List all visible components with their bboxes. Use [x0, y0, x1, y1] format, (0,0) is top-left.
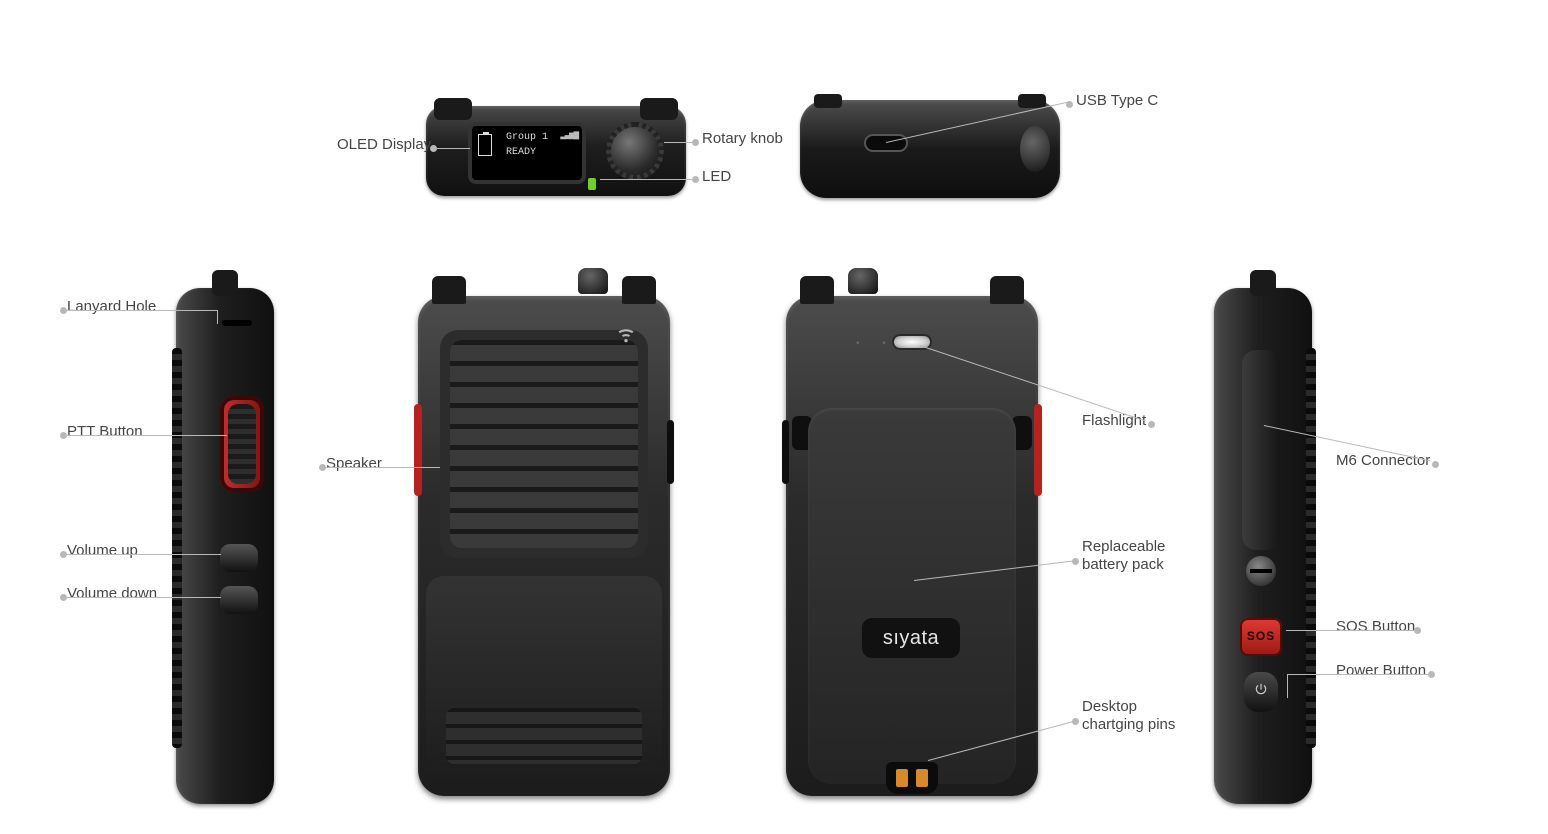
- dot: [60, 432, 67, 439]
- label-sos: SOS Button: [1336, 618, 1415, 635]
- oled-display: ▂▃▅▆ Group 1 READY: [468, 122, 586, 184]
- dot: [1072, 558, 1079, 565]
- label-vol-down: Volume down: [67, 585, 157, 602]
- top-nub: [212, 270, 238, 296]
- lanyard-hole: [222, 320, 252, 326]
- knob-top-profile: [578, 268, 608, 294]
- volume-down-button: [220, 586, 258, 614]
- label-battery: Replaceable battery pack: [1082, 538, 1165, 574]
- device-top-view: ▂▃▅▆ Group 1 READY: [426, 94, 686, 204]
- bottom-plug: [1020, 126, 1050, 172]
- label-flashlight: Flashlight: [1082, 412, 1146, 429]
- dot: [60, 551, 67, 558]
- dot: [1414, 627, 1421, 634]
- top-nub: [1250, 270, 1276, 296]
- label-lanyard: Lanyard Hole: [67, 298, 156, 315]
- lead: [217, 310, 218, 324]
- lead: [326, 467, 440, 468]
- side-bump: [782, 420, 789, 484]
- dot: [319, 464, 326, 471]
- label-ptt: PTT Button: [67, 423, 143, 440]
- oled-line2: READY: [506, 147, 536, 158]
- lead: [1288, 674, 1428, 675]
- m6-connector: [1242, 350, 1280, 550]
- dot: [60, 594, 67, 601]
- side-bump: [667, 420, 674, 484]
- label-rotary: Rotary knob: [702, 130, 783, 147]
- label-vol-up: Volume up: [67, 542, 138, 559]
- lead: [1286, 630, 1414, 631]
- ptt-edge: [1034, 404, 1042, 496]
- label-battery-l1: Replaceable: [1082, 538, 1165, 555]
- battery-icon: [478, 134, 492, 156]
- label-oled: OLED Display: [337, 136, 427, 153]
- sos-button: SOS: [1240, 618, 1282, 656]
- label-power: Power Button: [1336, 662, 1426, 679]
- ptt-button: [220, 396, 264, 492]
- power-icon: [1254, 682, 1268, 696]
- dot: [1428, 671, 1435, 678]
- label-led: LED: [702, 168, 731, 185]
- grip-ridge: [1306, 348, 1316, 748]
- top-nub-left: [432, 276, 466, 304]
- status-led: [588, 178, 596, 190]
- label-usb: USB Type C: [1076, 92, 1158, 109]
- dot: [60, 307, 67, 314]
- label-m6: M6 Connector: [1336, 452, 1430, 469]
- label-speaker: Speaker: [326, 455, 382, 472]
- dot: [1432, 461, 1439, 468]
- power-button: [1244, 672, 1278, 712]
- device-left-side-view: [176, 288, 274, 804]
- brand-text: sıyata: [883, 627, 939, 649]
- device-front-view: [418, 280, 670, 800]
- front-lower-panel: [426, 576, 662, 786]
- lead: [67, 435, 227, 436]
- lead: [67, 554, 221, 555]
- mic-dots: • •: [856, 338, 896, 349]
- lead: [600, 179, 692, 180]
- grip-ridge: [172, 348, 182, 748]
- lead: [664, 142, 692, 143]
- connector-screw: [1246, 556, 1276, 586]
- lead: [67, 310, 217, 311]
- dot: [692, 176, 699, 183]
- volume-up-button: [220, 544, 258, 572]
- dot: [692, 139, 699, 146]
- signal-icon: ▂▃▅▆: [560, 130, 578, 140]
- brand-plate: sıyata: [862, 618, 960, 658]
- oled-line1: Group 1: [506, 132, 548, 143]
- rotary-knob: [606, 122, 664, 180]
- label-pins: Desktop chartging pins: [1082, 698, 1175, 734]
- top-nub-right: [622, 276, 656, 304]
- lead: [67, 597, 221, 598]
- device-back-view: • • sıyata: [786, 280, 1038, 800]
- lead: [436, 148, 470, 149]
- device-bottom-view: [800, 100, 1060, 198]
- label-pins-l1: Desktop: [1082, 698, 1137, 715]
- charging-pins: [886, 762, 938, 794]
- wifi-icon: [616, 324, 636, 344]
- speaker-grille: [440, 330, 648, 558]
- top-nub-right: [990, 276, 1024, 304]
- dot: [1148, 421, 1155, 428]
- device-right-side-view: SOS: [1214, 288, 1312, 804]
- label-battery-l2: battery pack: [1082, 556, 1164, 573]
- top-nub-left: [800, 276, 834, 304]
- battery-pack: [808, 408, 1016, 784]
- sos-text: SOS: [1240, 618, 1282, 643]
- ptt-edge: [414, 404, 422, 496]
- label-pins-l2: chartging pins: [1082, 716, 1175, 733]
- knob-top-profile: [848, 268, 878, 294]
- lead: [1287, 674, 1288, 698]
